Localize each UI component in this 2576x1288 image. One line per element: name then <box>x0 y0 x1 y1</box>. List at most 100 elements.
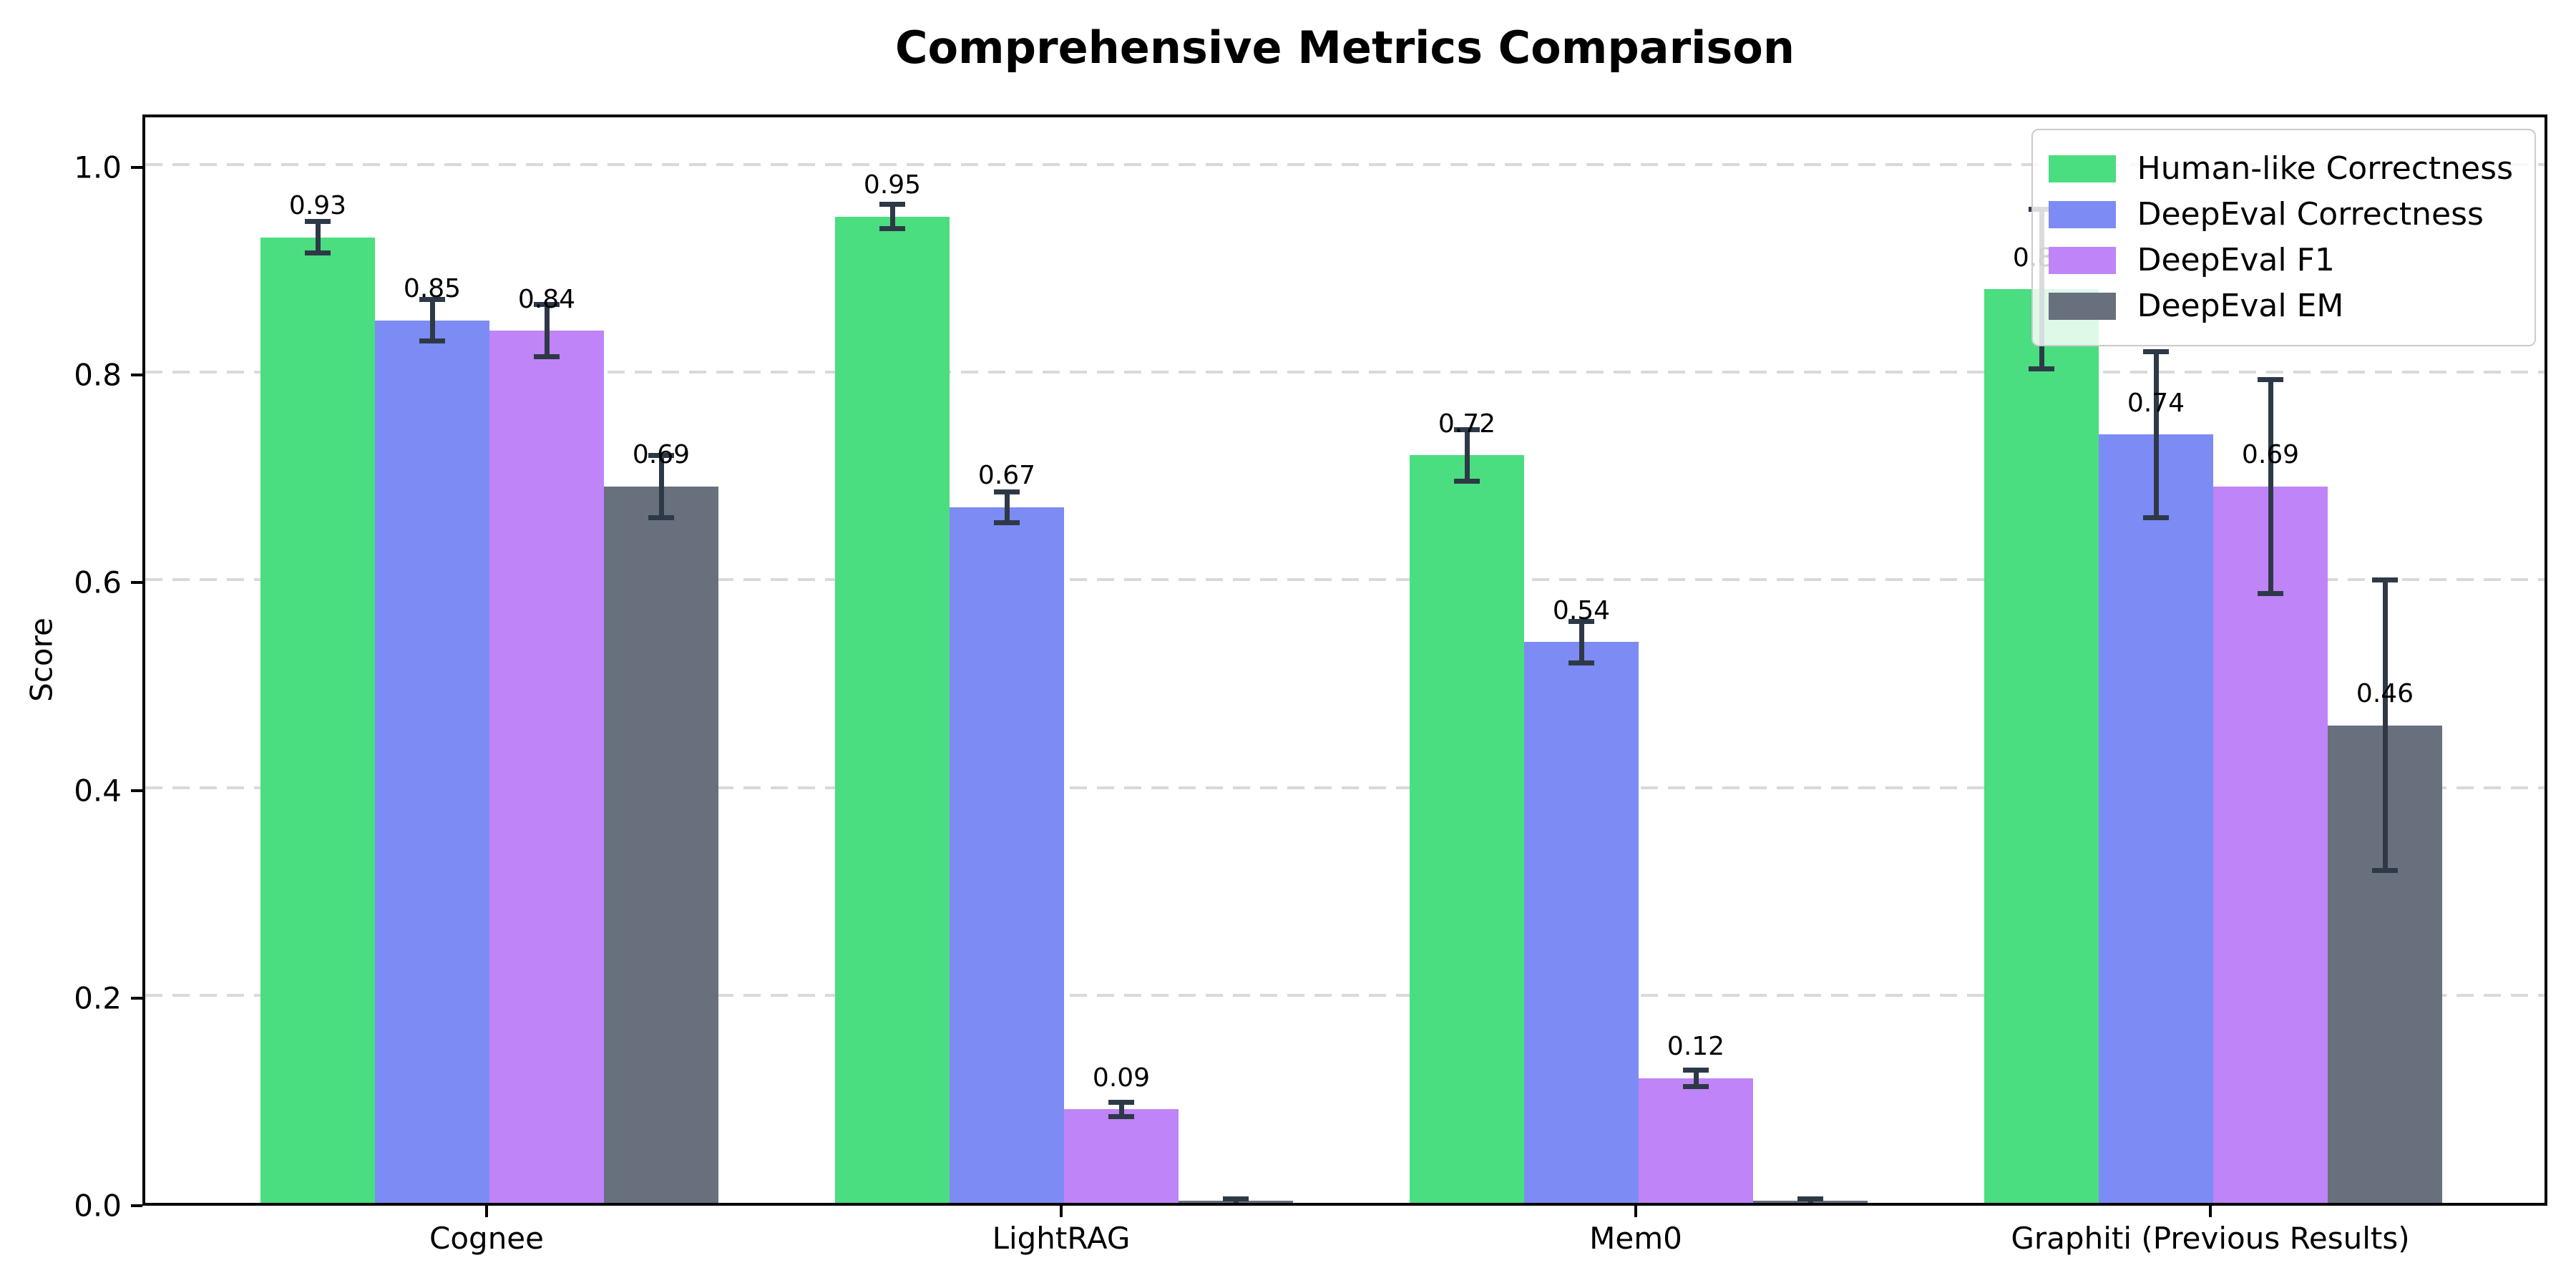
legend-label: DeepEval F1 <box>2137 242 2335 278</box>
error-bar-cap <box>305 219 331 225</box>
y-tick-label: 0.6 <box>74 565 122 600</box>
legend: Human-like Correctness DeepEval Correctne… <box>2031 129 2536 346</box>
bar-value-label: 0.84 <box>517 284 576 314</box>
gridline <box>145 786 2545 789</box>
error-bar-cap <box>994 489 1020 494</box>
x-tick-mark <box>485 1206 488 1217</box>
bar-value-label: 0.54 <box>1552 595 1611 625</box>
error-bar-cap <box>994 520 1020 526</box>
bar-value-label: 0.67 <box>977 461 1036 491</box>
error-bar-cap <box>534 302 560 308</box>
x-tick-mark <box>1634 1206 1637 1217</box>
error-bar-cap <box>1223 1204 1249 1206</box>
error-bar <box>2153 351 2159 518</box>
error-bar-cap <box>1108 1114 1134 1120</box>
error-bar <box>429 299 435 341</box>
y-tick-mark <box>131 581 142 585</box>
error-bar <box>1118 1102 1124 1117</box>
bar-value-label: 0.72 <box>1438 409 1496 439</box>
y-axis-label: Score <box>24 618 59 702</box>
bar <box>2213 486 2328 1203</box>
legend-swatch <box>2048 155 2116 182</box>
error-bar-cap <box>1454 426 1480 432</box>
y-tick-label: 0.0 <box>74 1188 122 1224</box>
error-bar-cap <box>2029 366 2054 372</box>
error-bar <box>2268 379 2273 594</box>
bar-value-label: 0.09 <box>1092 1063 1151 1093</box>
bar-value-label: 0.69 <box>632 440 691 470</box>
y-tick-mark <box>131 166 142 169</box>
error-bar-cap <box>534 353 560 359</box>
error-bar-cap <box>1454 479 1480 484</box>
error-bar-cap <box>1683 1084 1709 1089</box>
gridline <box>145 993 2545 997</box>
bar <box>1064 1109 1179 1203</box>
error-bar-cap <box>2372 868 2398 874</box>
gridline <box>145 371 2545 374</box>
error-bar-cap <box>2143 348 2169 354</box>
bar <box>1639 1078 1753 1203</box>
bar <box>835 216 950 1203</box>
error-bar-cap <box>1568 618 1594 624</box>
y-tick-label: 1.0 <box>74 150 122 185</box>
bar <box>604 486 718 1203</box>
legend-swatch <box>2048 293 2116 320</box>
bar <box>950 507 1064 1203</box>
error-bar-cap <box>1683 1067 1709 1073</box>
legend-swatch <box>2048 201 2116 228</box>
error-bar-cap <box>648 452 674 458</box>
error-bar <box>1693 1070 1699 1087</box>
x-tick-label: LightRAG <box>992 1221 1131 1256</box>
bar-value-label: 0.95 <box>863 170 922 200</box>
error-bar-cap <box>419 338 445 344</box>
error-bar <box>1464 429 1470 482</box>
plot-area: 0.930.950.720.880.850.670.540.740.840.09… <box>142 114 2547 1206</box>
error-bar-cap <box>305 250 331 255</box>
y-tick-label: 0.2 <box>74 980 122 1016</box>
error-bar <box>544 304 550 357</box>
legend-label: DeepEval EM <box>2137 288 2344 324</box>
error-bar-cap <box>648 514 674 520</box>
y-tick-mark <box>131 996 142 1000</box>
error-bar-cap <box>1108 1099 1134 1105</box>
error-bar <box>1579 621 1584 663</box>
bar <box>375 320 489 1203</box>
bar-value-label: 0.46 <box>2356 679 2414 709</box>
bar <box>1410 455 1524 1203</box>
error-bar-cap <box>1568 660 1594 665</box>
error-bar-cap <box>419 297 445 303</box>
bar-value-label: 0.69 <box>2241 440 2300 470</box>
bar-value-label: 0.74 <box>2127 388 2185 418</box>
bar-value-label: 0.93 <box>288 191 347 221</box>
legend-item: DeepEval F1 <box>2048 240 2513 280</box>
error-bar-cap <box>1797 1196 1823 1201</box>
error-bar <box>889 204 895 229</box>
error-bar-cap <box>879 226 905 232</box>
error-bar-cap <box>879 201 905 207</box>
legend-item: DeepEval EM <box>2048 286 2513 326</box>
x-tick-mark <box>1060 1206 1063 1217</box>
error-bar-cap <box>2258 376 2283 382</box>
bar <box>260 237 375 1203</box>
error-bar <box>2382 580 2388 871</box>
error-bar <box>315 221 321 253</box>
bar-value-label: 0.12 <box>1667 1032 1725 1062</box>
bar <box>2099 434 2213 1203</box>
error-bar-cap <box>2372 577 2398 582</box>
error-bar-cap <box>2143 514 2169 520</box>
legend-item: Human-like Correctness <box>2048 149 2513 189</box>
y-tick-mark <box>131 1204 142 1207</box>
gridline <box>145 578 2545 582</box>
legend-label: Human-like Correctness <box>2137 150 2513 187</box>
gridline <box>145 163 2545 166</box>
x-tick-mark <box>2209 1206 2212 1217</box>
bar <box>489 331 604 1203</box>
y-tick-label: 0.4 <box>74 773 122 809</box>
error-bar <box>658 455 664 518</box>
legend-swatch <box>2048 247 2116 274</box>
error-bar <box>1004 492 1010 523</box>
x-tick-label: Graphiti (Previous Results) <box>2011 1221 2410 1256</box>
legend-label: DeepEval Correctness <box>2137 196 2484 233</box>
bar <box>1984 289 2099 1203</box>
